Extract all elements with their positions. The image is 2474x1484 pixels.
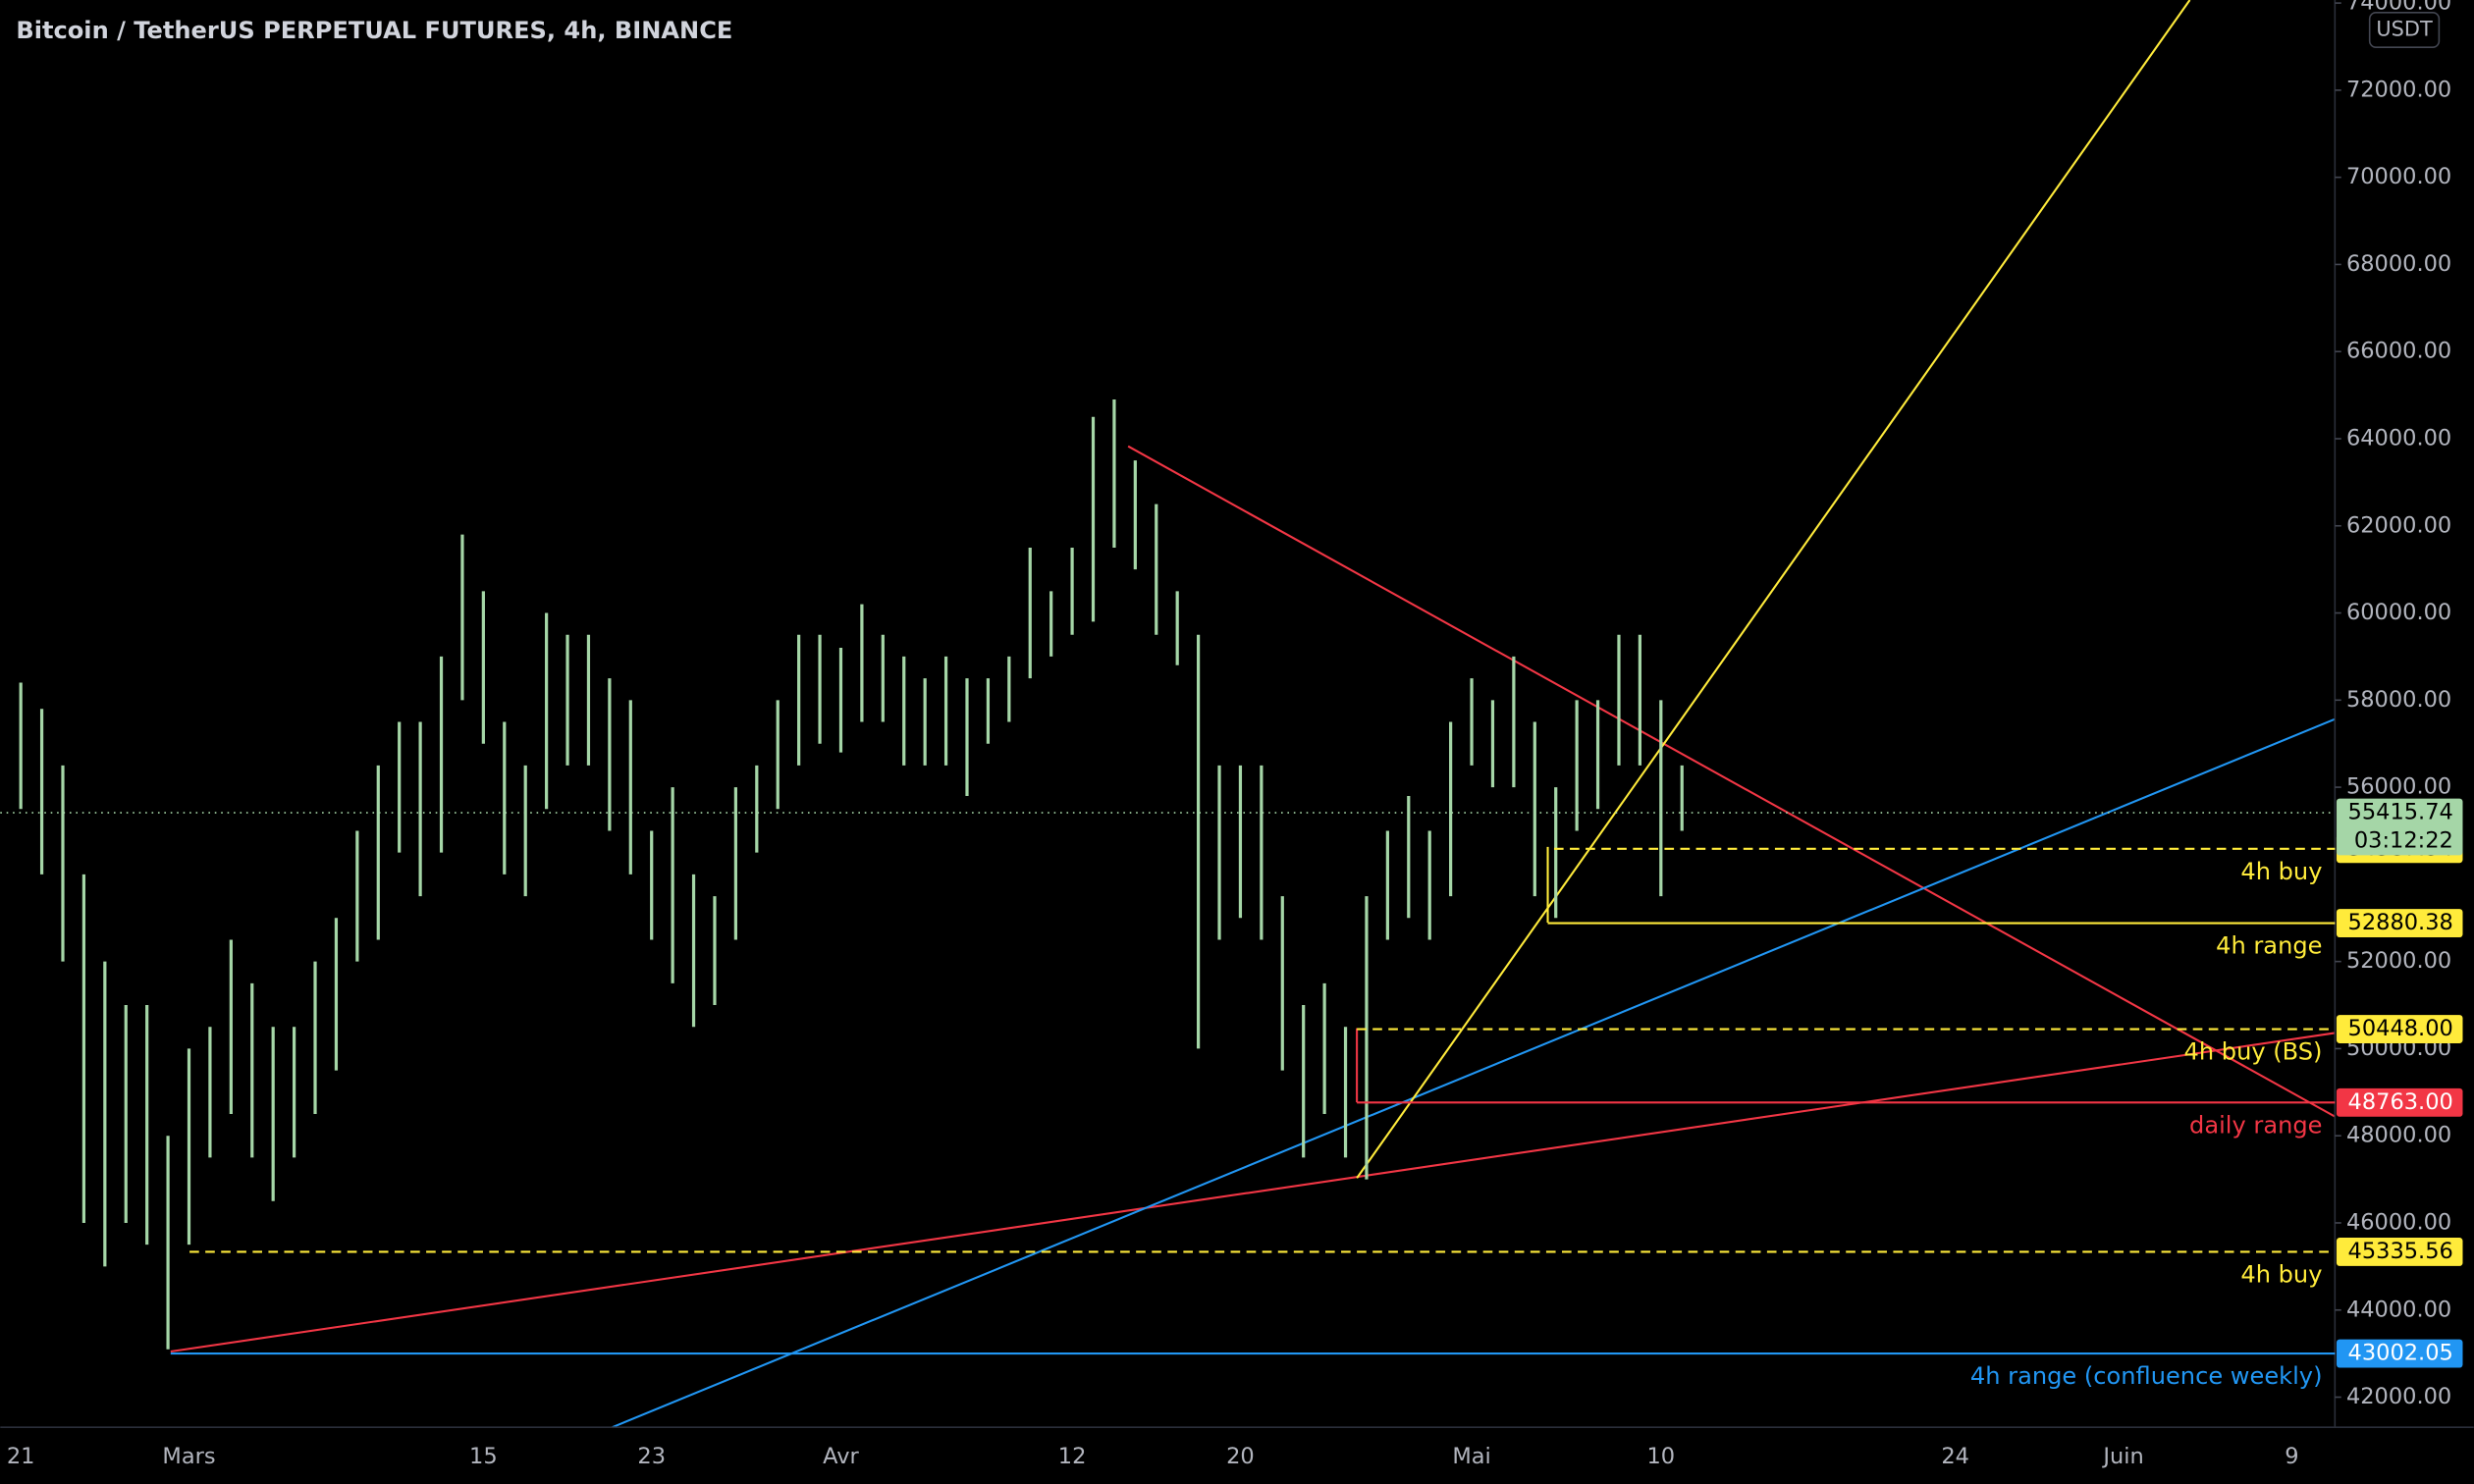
level-label: 43002.05 [2348,1341,2453,1366]
trend-line [170,1032,2336,1353]
trend-line [612,717,2336,1429]
level-note: 4h buy [2240,858,2322,885]
level-label: 48763.00 [2348,1089,2453,1115]
level-note: 4h range (confluence weekly) [1970,1362,2323,1390]
level-label-box [2336,1238,2463,1266]
y-tick-label: 52000.00 [2346,948,2451,974]
unit-label[interactable]: USDT [2376,18,2433,41]
level-note: 4h buy [2240,1261,2322,1289]
x-tick-label: Mai [1452,1444,1490,1469]
y-tick-label: 72000.00 [2346,77,2451,102]
y-tick-label: 64000.00 [2346,425,2451,450]
x-tick-label: 15 [469,1444,498,1469]
y-tick-label: 68000.00 [2346,251,2451,277]
level-label: 52880.38 [2348,910,2453,935]
y-tick-label: 58000.00 [2346,687,2451,713]
y-tick-label: 70000.00 [2346,164,2451,189]
y-tick-label: 62000.00 [2346,512,2451,538]
countdown: 03:12:22 [2354,827,2453,853]
y-tick-label: 56000.00 [2346,774,2451,800]
x-tick-label: Mars [162,1444,215,1469]
level-note: 4h range [2216,932,2322,960]
last-price-label: 55415.74 [2348,800,2453,825]
level-label-box [2336,1339,2463,1368]
x-tick-label: 9 [2285,1444,2298,1469]
y-tick-label: 74000.00 [2346,0,2451,16]
y-tick-label: 60000.00 [2346,600,2451,625]
x-tick-label: 21 [7,1444,35,1469]
x-tick-label: 10 [1646,1444,1675,1469]
x-tick-label: 20 [1226,1444,1255,1469]
level-note: daily range [2189,1111,2322,1139]
x-tick-label: Avr [823,1444,859,1469]
level-label-box [2336,909,2463,938]
y-tick-label: 42000.00 [2346,1384,2451,1409]
level-label: 50448.00 [2348,1016,2453,1041]
x-tick-label: 24 [1941,1444,1969,1469]
level-note: 4h buy (BS) [2184,1038,2323,1066]
trend-lines [170,0,2336,1429]
y-tick-label: 66000.00 [2346,339,2451,364]
level-label-box [2336,1087,2463,1117]
x-tick-label: Juin [2101,1444,2143,1469]
level-label: 45335.56 [2348,1239,2453,1264]
level-label-box [2336,1015,2463,1043]
y-tick-label: 46000.00 [2346,1209,2451,1235]
y-tick-label: 48000.00 [2346,1123,2451,1148]
y-tick-label: 44000.00 [2346,1297,2451,1322]
x-tick-label: 23 [637,1444,666,1469]
chart-title: Bitcoin / TetherUS PERPETUAL FUTURES, 4h… [16,17,732,44]
last-price-box [2336,798,2463,856]
unit-button[interactable] [2368,12,2441,49]
trend-line [1356,0,2191,1179]
x-tick-label: 12 [1058,1444,1087,1469]
trend-line [1127,445,2336,1118]
